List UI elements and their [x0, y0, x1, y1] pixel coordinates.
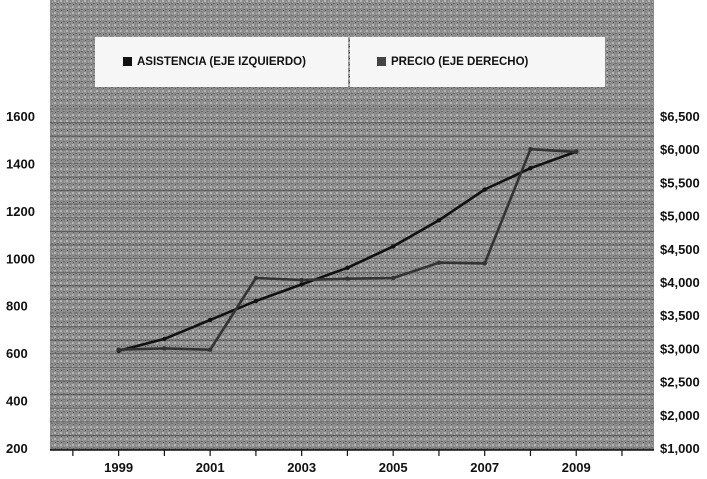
- y-left-tick-label: 1600: [6, 109, 35, 124]
- attendance-point: [253, 298, 259, 304]
- price-point: [162, 346, 167, 351]
- price-point: [299, 277, 304, 283]
- y-right-tick-label: $6,500: [660, 109, 700, 124]
- attendance-point: [345, 265, 350, 270]
- y-right-tick-label: $3,000: [660, 341, 700, 356]
- legend-label-attendance: ASISTENCIA (EJE IZQUIERDO): [137, 56, 306, 68]
- price-point: [116, 347, 121, 352]
- attendance-point: [436, 218, 442, 223]
- legend-box-price: [350, 37, 605, 87]
- y-right-tick-label: $2,000: [660, 408, 700, 423]
- attendance-point: [528, 165, 533, 171]
- price-point: [482, 261, 487, 266]
- y-right-tick-label: $4,500: [660, 242, 700, 257]
- price-point: [345, 276, 350, 281]
- legend-box-attendance: [95, 37, 348, 87]
- price-point: [253, 275, 259, 281]
- attendance-point: [482, 187, 487, 192]
- attendance-point: [162, 336, 167, 342]
- x-axis: 1999 2001 2003 2005 2007 2009: [50, 449, 654, 475]
- legend-marker-attendance: [123, 57, 132, 66]
- y-right-tick-label: $5,500: [660, 175, 700, 190]
- attendance-point: [207, 317, 213, 323]
- legend: ASISTENCIA (EJE IZQUIERDO) PRECIO (EJE D…: [95, 37, 605, 87]
- gridlines: [50, 108, 654, 450]
- y-left-tick-label: 1400: [6, 156, 35, 171]
- y-right-tick-label: $2,500: [660, 375, 700, 390]
- y-right-tick-label: $5,000: [660, 209, 700, 224]
- series-group: [116, 147, 579, 353]
- price-point: [528, 147, 533, 152]
- price-point: [574, 149, 579, 155]
- price-point: [390, 275, 396, 281]
- y-axis-right: $6,500 $6,000 $5,500 $5,000 $4,500 $4,000 $3,5…: [660, 109, 700, 456]
- y-left-tick-label: 600: [6, 346, 28, 361]
- y-left-tick-label: 800: [6, 299, 28, 314]
- y-left-tick-label: 1000: [6, 251, 35, 266]
- legend-label-price: PRECIO (EJE DERECHO): [391, 56, 529, 68]
- attendance-point: [390, 244, 396, 249]
- y-left-tick-label: 1200: [6, 204, 35, 219]
- price-point: [436, 260, 442, 265]
- y-right-tick-label: $3,500: [660, 308, 700, 323]
- price-point: [207, 347, 213, 352]
- attendance-point: [299, 282, 304, 287]
- y-right-tick-label: $4,000: [660, 275, 700, 290]
- y-right-tick-label: $1,000: [660, 441, 700, 456]
- y-right-tick-label: $6,000: [660, 142, 700, 157]
- y-left-tick-label: 400: [6, 394, 28, 409]
- x-tick-label: 2009: [562, 460, 591, 475]
- y-axis-left: 1600 1400 1200 1000 800 600 400 200: [6, 109, 35, 456]
- x-tick-label: 2007: [470, 460, 499, 475]
- x-tick-label: 2005: [379, 460, 408, 475]
- y-left-tick-label: 200: [6, 441, 28, 456]
- legend-marker-price: [377, 57, 386, 66]
- x-tick-label: 1999: [104, 460, 133, 475]
- x-tick-label: 2001: [196, 460, 225, 475]
- x-tick-label: 2003: [287, 460, 316, 475]
